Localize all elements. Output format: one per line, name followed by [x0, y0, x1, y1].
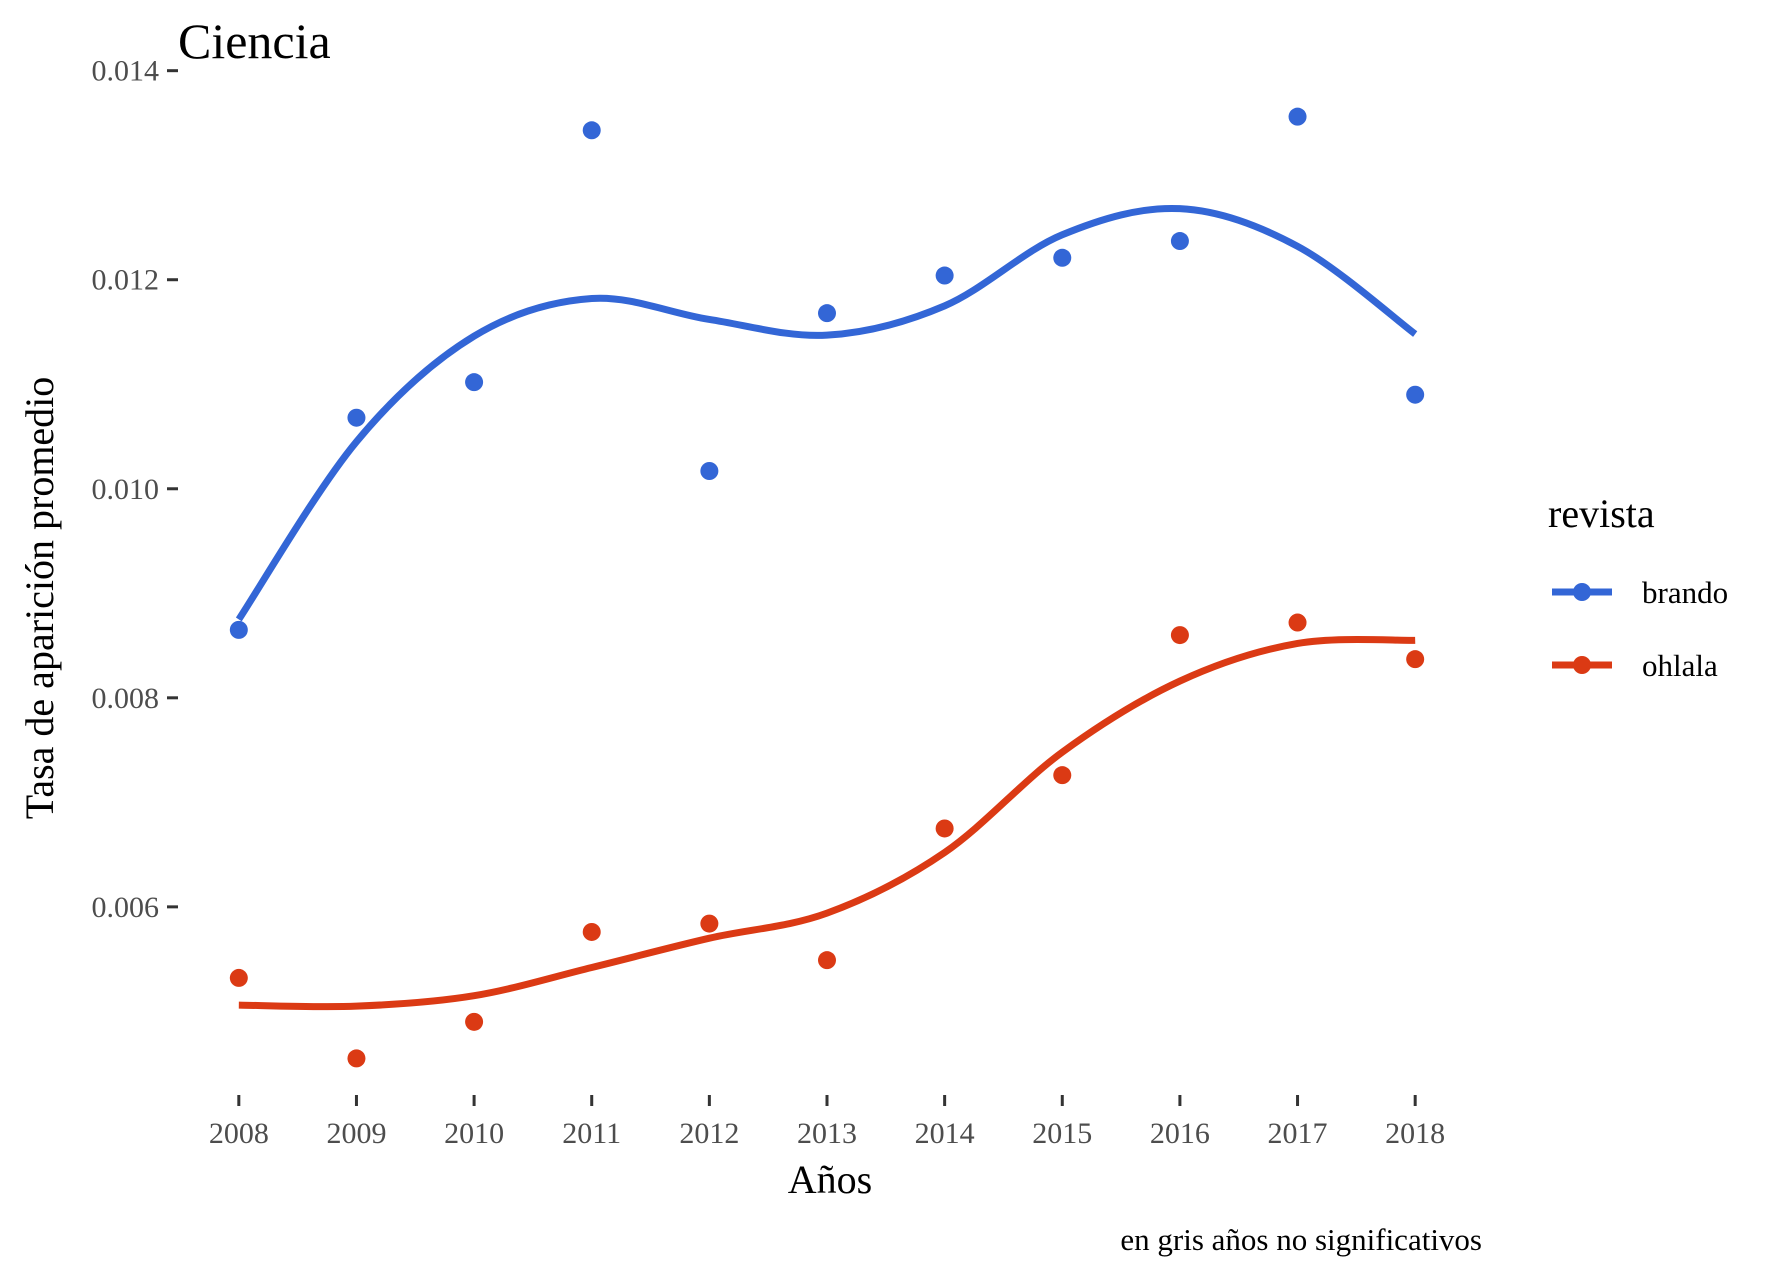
data-point-brando: [465, 373, 484, 392]
x-tick-label: 2018: [1385, 1117, 1445, 1150]
plot-area: [229, 107, 1425, 1068]
legend-item-ohlala: ohlala: [1552, 648, 1718, 683]
data-point-ohlala: [229, 968, 248, 987]
legend-label: brando: [1642, 575, 1728, 610]
x-tick-label: 2011: [562, 1117, 621, 1150]
x-tick-label: 2013: [797, 1117, 857, 1150]
legend-item-brando: brando: [1552, 575, 1728, 610]
y-tick-label: 0.008: [92, 682, 160, 715]
data-point-ohlala: [1288, 613, 1307, 632]
x-tick-label: 2009: [326, 1117, 386, 1150]
y-tick-label: 0.010: [92, 473, 160, 506]
data-point-brando: [229, 620, 248, 639]
smooth-line-brando: [235, 204, 1418, 622]
caption: en gris años no significativos: [1120, 1222, 1482, 1257]
legend-key-point: [1573, 583, 1591, 601]
y-axis-title: Tasa de aparición promedio: [17, 377, 62, 820]
y-tick-label: 0.012: [92, 264, 160, 297]
data-point-ohlala: [347, 1049, 366, 1068]
data-point-brando: [347, 408, 366, 427]
data-point-brando: [1406, 385, 1425, 404]
smooth-line-ohlala: [238, 636, 1416, 1011]
y-tick-label: 0.006: [92, 891, 160, 924]
data-point-ohlala: [1170, 626, 1189, 645]
data-point-ohlala: [1053, 766, 1072, 785]
data-point-brando: [1053, 248, 1072, 267]
data-point-brando: [1288, 107, 1307, 126]
legend-label: ohlala: [1642, 648, 1718, 683]
data-point-ohlala: [1406, 650, 1425, 669]
x-tick-label: 2017: [1268, 1117, 1328, 1150]
x-tick-label: 2012: [679, 1117, 739, 1150]
x-tick-label: 2015: [1032, 1117, 1092, 1150]
series-ohlala: [229, 613, 1425, 1068]
legend: revista brando ohlala: [1548, 491, 1728, 683]
data-point-ohlala: [935, 819, 954, 838]
chart-title: Ciencia: [178, 13, 331, 69]
legend-key-point: [1573, 656, 1591, 674]
data-point-brando: [935, 266, 954, 285]
data-point-ohlala: [818, 951, 836, 970]
x-tick-label: 2016: [1150, 1117, 1210, 1150]
y-axis: 0.006 0.008 0.010 0.012 0.014: [92, 55, 178, 924]
data-point-ohlala: [700, 914, 719, 933]
data-point-brando: [700, 462, 719, 480]
legend-title: revista: [1548, 491, 1655, 536]
x-tick-label: 2008: [209, 1117, 269, 1150]
data-point-brando: [818, 304, 836, 323]
data-point-ohlala: [582, 922, 601, 941]
data-point-brando: [582, 121, 601, 140]
series-brando: [229, 107, 1425, 639]
x-axis: 2008 2009 2010 2011 2012 2013 2014 2015 2016 2017…: [209, 1095, 1445, 1150]
x-tick-label: 2010: [444, 1117, 504, 1150]
x-tick-label: 2014: [915, 1117, 975, 1150]
data-point-brando: [1170, 232, 1189, 251]
x-axis-title: Años: [788, 1157, 872, 1202]
y-tick-label: 0.014: [92, 55, 160, 88]
data-point-ohlala: [465, 1012, 484, 1031]
